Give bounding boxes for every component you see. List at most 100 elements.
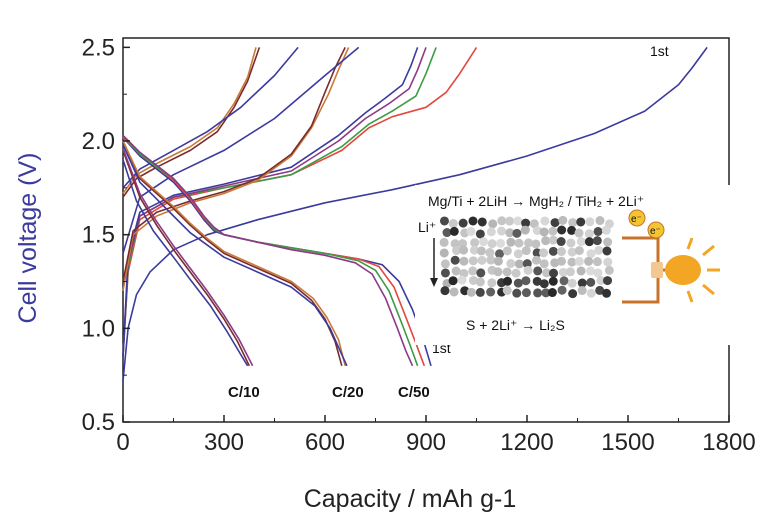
electrode-particle	[439, 216, 449, 226]
y-tick-label: 1.0	[82, 315, 115, 342]
electrode-particle	[470, 238, 480, 248]
electrode-particle	[476, 246, 486, 256]
rate-label-c50: C/50	[398, 384, 430, 401]
electrode-particle	[514, 238, 524, 248]
series-line-discharge-15	[122, 140, 343, 367]
x-tick-label: 600	[305, 429, 345, 456]
series-line-discharge-16	[122, 140, 346, 366]
electrode-particle	[550, 258, 560, 268]
electrode-particle	[468, 256, 478, 266]
electrode-particle	[466, 287, 476, 297]
electrode-particle	[548, 235, 558, 245]
electrode-particle	[550, 218, 560, 228]
electrode-particle	[524, 238, 534, 248]
electrode-particle	[477, 255, 487, 265]
electrode-particle	[565, 267, 575, 277]
electrode-particle	[592, 236, 602, 246]
electrode-particle	[486, 287, 496, 297]
electrode-particle	[576, 266, 586, 276]
electrode-particle	[603, 237, 613, 247]
electrode-particle	[594, 245, 604, 255]
electrode-particle	[531, 239, 541, 249]
electrode-particle	[568, 289, 578, 299]
electron-label-1: e⁻	[631, 214, 642, 225]
electrode-particle	[485, 248, 495, 258]
electrode-particle	[521, 246, 531, 256]
x-axis-ticks: 0 300 600 900 1200 1500 1800	[116, 415, 756, 456]
series-line-discharge-19	[122, 148, 254, 367]
rate-label-c10: C/10	[228, 384, 260, 401]
electrode-particle	[596, 275, 606, 285]
electrode-particle	[486, 255, 496, 265]
rate-label-c20: C/20	[332, 384, 364, 401]
electrode-particle	[475, 229, 485, 239]
electrode-particle	[567, 225, 577, 235]
li-ion-arrowhead	[430, 278, 438, 287]
electrode-particle	[566, 238, 576, 248]
y-axis-title: Cell voltage (V)	[14, 153, 42, 324]
series-line-charge-1	[122, 46, 478, 357]
electrode-particle	[532, 276, 542, 286]
electrode-particle	[574, 256, 584, 266]
electrode-particle	[512, 288, 522, 298]
electrode-particles	[439, 215, 614, 299]
electrode-particle	[496, 238, 506, 248]
electrode-particle	[468, 266, 478, 276]
x-tick-label: 0	[116, 429, 129, 456]
y-tick-label: 2.0	[82, 128, 115, 155]
series-line-charge-10	[122, 46, 299, 189]
electrode-particle	[602, 246, 612, 256]
series-line-discharge-17	[122, 144, 348, 367]
electrode-particle	[505, 228, 515, 238]
electrode-particle	[514, 259, 524, 269]
x-tick-label: 1200	[500, 429, 553, 456]
electrode-particle	[440, 286, 450, 296]
electrode-particle	[448, 219, 458, 229]
electrode-particle	[506, 258, 516, 268]
electrode-particle	[476, 268, 486, 278]
electrode-particle	[557, 285, 567, 295]
electrode-particle	[449, 287, 459, 297]
electrode-particle	[521, 276, 531, 286]
electrode-particle	[539, 248, 549, 258]
electrode-particle	[488, 219, 498, 229]
electrode-particle	[567, 278, 577, 288]
electrode-particle	[586, 277, 596, 287]
electrode-particle	[505, 216, 515, 226]
electrode-particle	[442, 228, 452, 238]
electrode-particle	[468, 216, 478, 226]
series-line-charge-6	[122, 47, 346, 282]
electrode-particle	[520, 225, 530, 235]
y-axis-ticks: 0.5 1.0 1.5 2.0 2.5	[82, 34, 130, 436]
electrode-particle	[522, 259, 532, 269]
electrode-particle	[493, 267, 503, 277]
li-ion-label: Li⁺	[418, 219, 436, 235]
electrode-particle	[448, 276, 458, 286]
electrode-particle	[584, 237, 594, 247]
electrode-particle	[506, 237, 516, 247]
electrode-particle	[574, 246, 584, 256]
electron-icon-1: e⁻	[628, 209, 646, 227]
electrode-particle	[548, 246, 558, 256]
series-line-charge-8	[122, 47, 261, 198]
electrode-particle	[574, 228, 584, 238]
electrode-particle	[450, 255, 460, 265]
electrode-particle	[604, 265, 614, 275]
electrode-particle	[502, 267, 512, 277]
electrode-particle	[439, 248, 449, 258]
electrode-particle	[556, 247, 566, 257]
electrode-particle	[450, 239, 460, 249]
electrode-particle	[468, 275, 478, 285]
electrode-particle	[487, 239, 497, 249]
electrode-particle	[457, 275, 467, 285]
electrode-particle	[521, 288, 531, 298]
electrode-particle	[475, 287, 485, 297]
electrode-particle	[469, 245, 479, 255]
electrode-particle	[539, 279, 549, 289]
electrode-particle	[466, 226, 476, 236]
electrode-particle	[549, 268, 559, 278]
electrode-particle	[533, 266, 543, 276]
electrode-particle	[449, 226, 459, 236]
plot-area: 0 300 600 900 1200 1500 1800 0.5 1.0 1.5 2.0 2.5	[82, 34, 756, 456]
